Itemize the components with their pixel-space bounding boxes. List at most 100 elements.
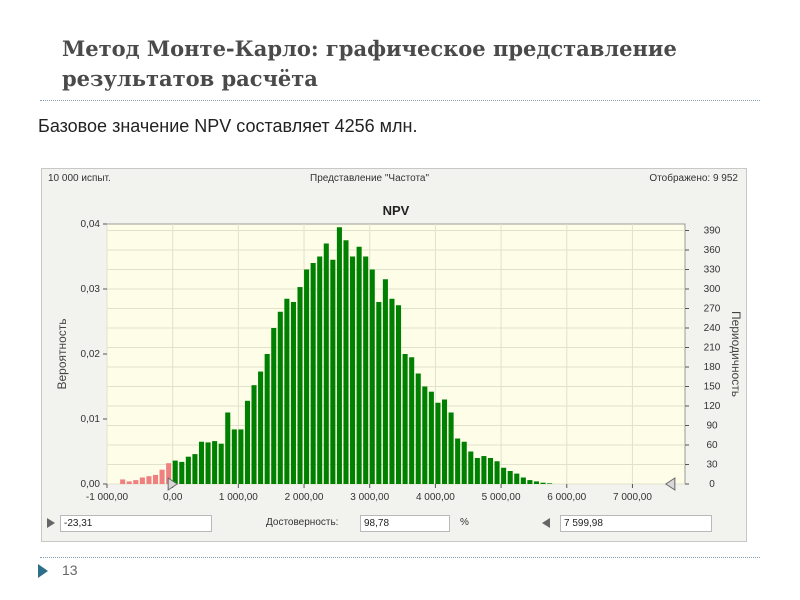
- y2-tick-label: 210: [704, 343, 721, 354]
- bar-excluded: [152, 474, 159, 484]
- left-arrow-icon[interactable]: [47, 518, 55, 528]
- play-arrow-icon: [38, 564, 48, 578]
- bar: [474, 458, 480, 484]
- y2-tick-label: 180: [704, 362, 721, 373]
- y2-tick-label: 300: [704, 284, 721, 295]
- bar: [310, 263, 316, 484]
- chart-title: NPV: [383, 203, 410, 218]
- left-grabber-icon: [167, 477, 179, 491]
- x-tick-label: 7 000,00: [613, 492, 652, 503]
- npv-histogram: -1 000,00 0,00 1 000,00 2 000,00 3 000,00 4 0…: [55, 203, 743, 503]
- bar: [231, 429, 237, 484]
- bar: [350, 256, 356, 484]
- y-tick-label: 0,02: [81, 349, 101, 360]
- bar: [317, 256, 323, 484]
- certainty-input[interactable]: 98,78: [360, 515, 450, 532]
- x-tick-label: 2 000,00: [285, 492, 324, 503]
- footer-divider: [40, 557, 760, 558]
- right-limit-input[interactable]: 7 599,98: [560, 515, 712, 532]
- certainty-label: Достоверность:: [266, 517, 339, 528]
- bar: [540, 482, 546, 484]
- bar: [244, 400, 250, 484]
- bar: [369, 269, 375, 484]
- view-mode: Представление "Частота": [310, 173, 430, 184]
- y-tick-label: 0,01: [81, 414, 101, 425]
- bar: [297, 287, 303, 484]
- bar: [487, 458, 494, 484]
- bar: [527, 480, 533, 484]
- slide-title: Метод Монте-Карло: графическое представл…: [62, 36, 677, 91]
- y2-tick-label: 60: [706, 440, 718, 451]
- y2-tick-label: 360: [704, 245, 721, 256]
- y-tick-label: 0,03: [81, 284, 101, 295]
- x-tick-label: 1 000,00: [219, 492, 258, 503]
- bar: [251, 385, 257, 484]
- bar: [455, 438, 461, 484]
- bar: [284, 298, 290, 484]
- slide-subtitle: Базовое значение NPV составляет 4256 млн…: [38, 116, 418, 136]
- bar: [336, 227, 342, 484]
- title-divider: [40, 100, 760, 101]
- bar-excluded: [159, 469, 165, 484]
- x-tick-label: 0,00: [163, 492, 183, 503]
- bar: [415, 373, 421, 484]
- x-tick-label: -1 000,00: [86, 492, 129, 503]
- bar: [428, 391, 434, 484]
- x-tick-label: 5 000,00: [482, 492, 521, 503]
- bar: [501, 467, 507, 484]
- bar: [441, 399, 448, 484]
- bar: [422, 386, 428, 484]
- bar: [547, 483, 553, 484]
- y2-tick-label: 150: [704, 382, 721, 393]
- bar: [389, 298, 395, 484]
- bar: [356, 246, 362, 484]
- forecast-chart-panel: 10 000 испыт. Представление "Частота" От…: [41, 168, 747, 542]
- bar-excluded: [133, 480, 139, 484]
- bar: [277, 311, 283, 484]
- bar: [409, 357, 415, 484]
- bar: [192, 454, 198, 484]
- bar: [198, 441, 205, 484]
- bar: [376, 302, 382, 484]
- bar: [382, 279, 388, 484]
- y-axis-label: Вероятность: [55, 318, 69, 389]
- displayed-count: Отображено: 9 952: [649, 173, 738, 184]
- bar: [290, 302, 296, 484]
- bar: [172, 460, 178, 484]
- bar: [271, 328, 277, 484]
- bar-excluded: [166, 463, 172, 484]
- bar: [514, 473, 520, 484]
- y2-tick-label: 390: [704, 226, 721, 237]
- bar: [520, 477, 526, 484]
- bar: [264, 354, 270, 484]
- bar: [481, 456, 487, 484]
- y-tick-label: 0,04: [81, 219, 101, 230]
- right-grabber-icon: [664, 477, 676, 491]
- trials-count: 10 000 испыт.: [48, 173, 111, 184]
- bar: [218, 443, 224, 484]
- bar: [468, 451, 474, 484]
- bar: [238, 429, 244, 484]
- y2-tick-label: 270: [704, 304, 721, 315]
- bar: [225, 412, 231, 484]
- y2-tick-label: 0: [709, 479, 715, 490]
- bar-excluded: [146, 476, 152, 484]
- bar: [402, 354, 408, 484]
- bar-excluded: [120, 479, 126, 484]
- bar-excluded: [126, 481, 132, 484]
- bar: [304, 269, 310, 484]
- page-number: 13: [62, 562, 78, 578]
- certainty-unit: %: [460, 517, 469, 528]
- bar: [185, 456, 191, 484]
- left-limit-input[interactable]: -23,31: [60, 515, 212, 532]
- bar: [330, 259, 336, 484]
- bar: [533, 481, 539, 484]
- bar: [507, 471, 513, 484]
- bar: [343, 240, 349, 484]
- bar: [323, 243, 329, 484]
- y2-tick-label: 330: [704, 265, 721, 276]
- right-arrow-icon[interactable]: [542, 518, 550, 528]
- bar: [258, 371, 264, 484]
- bar: [494, 461, 500, 484]
- y2-tick-label: 30: [706, 460, 718, 471]
